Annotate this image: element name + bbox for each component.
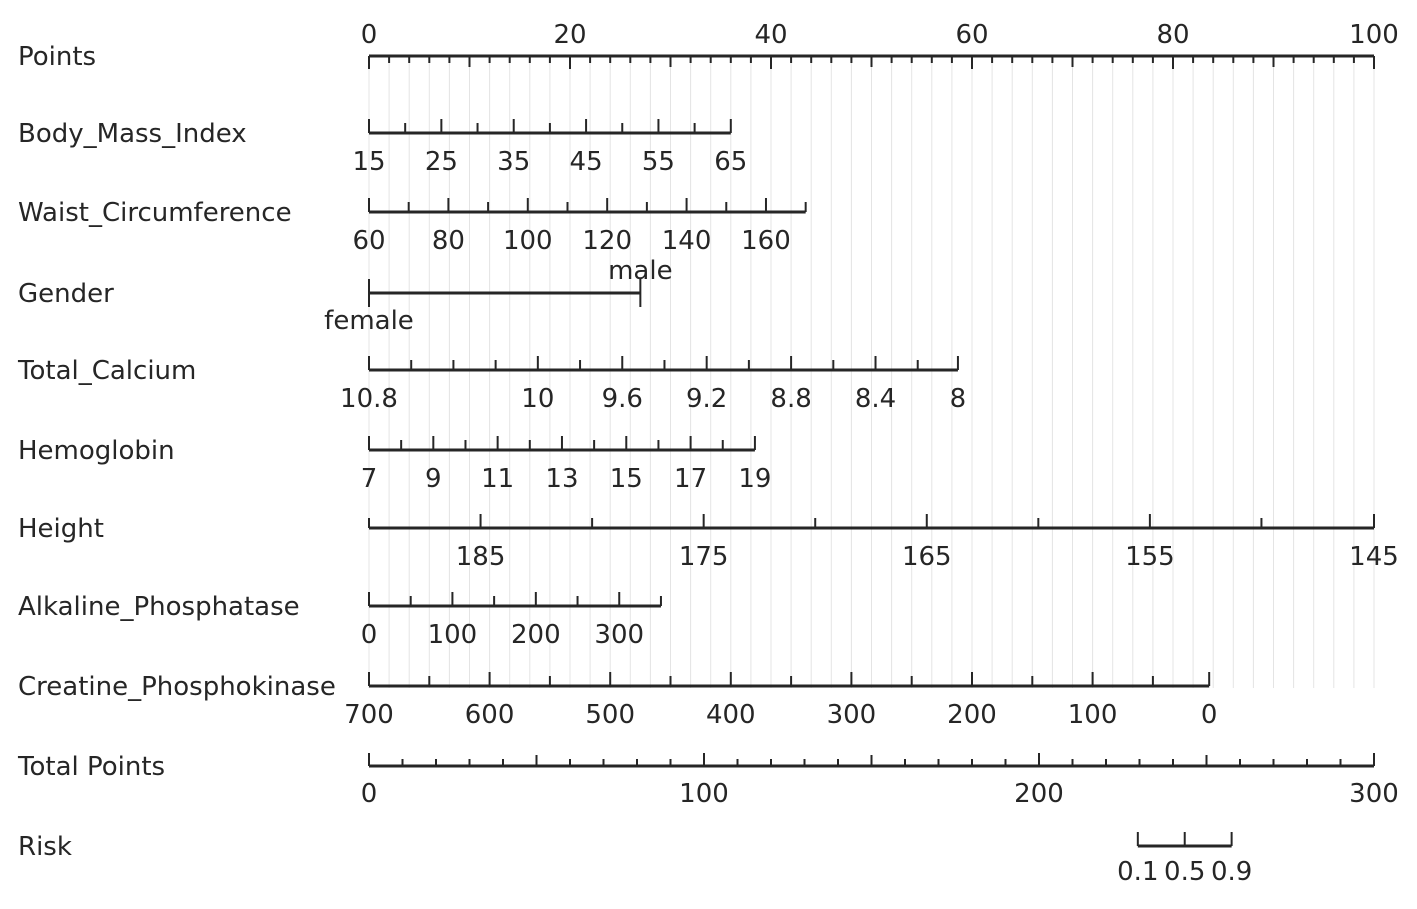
tick-label: 15 — [610, 464, 643, 494]
tick-label: 100 — [1349, 20, 1399, 50]
tick-label: 100 — [1068, 700, 1118, 730]
tick-label: 19 — [738, 464, 771, 494]
tick-label: 8.4 — [855, 384, 896, 414]
row-label-hemoglobin: Hemoglobin — [18, 436, 175, 466]
category-label: female — [324, 306, 414, 336]
row-label-risk: Risk — [18, 832, 72, 862]
tick-label: 185 — [456, 542, 506, 572]
tick-label: 100 — [679, 779, 729, 809]
row-label-total-calcium: Total_Calcium — [17, 356, 196, 386]
row-waist-circumference: Waist_Circumference 60 80 100 120 140 160 — [18, 198, 807, 256]
row-total-calcium: Total_Calcium 10.8 10 9.6 9.2 8.8 8.4 8 — [17, 356, 966, 414]
row-alkaline-phosphatase: Alkaline_Phosphatase 0 100 200 300 — [18, 592, 662, 650]
tick-label: 9.2 — [686, 384, 727, 414]
tick-label: 80 — [1156, 20, 1189, 50]
tick-label: 20 — [553, 20, 586, 50]
tick-label: 0 — [361, 20, 378, 50]
tick-label: 7 — [361, 464, 378, 494]
row-points: Points 0 20 40 60 80 100 — [18, 20, 1399, 72]
row-label-body-mass-index: Body_Mass_Index — [18, 119, 247, 149]
grid-lines — [368, 56, 1375, 688]
tick-label: 100 — [428, 620, 478, 650]
tick-label: 160 — [741, 226, 791, 256]
row-label-alkaline-phosphatase: Alkaline_Phosphatase — [18, 592, 300, 622]
tick-label: 0.1 — [1117, 857, 1158, 887]
tick-label: 65 — [714, 147, 747, 177]
tick-label: 120 — [582, 226, 632, 256]
category-label: male — [608, 256, 672, 286]
tick-label: 9 — [425, 464, 442, 494]
tick-label: 200 — [947, 700, 997, 730]
tick-label: 10 — [521, 384, 554, 414]
tick-label: 600 — [465, 700, 515, 730]
tick-label: 11 — [481, 464, 514, 494]
tick-label: 140 — [662, 226, 712, 256]
row-risk: Risk 0.1 0.5 0.9 — [18, 832, 1252, 887]
row-label-waist-circumference: Waist_Circumference — [18, 198, 292, 228]
tick-label: 200 — [511, 620, 561, 650]
tick-label: 17 — [674, 464, 707, 494]
tick-label: 0.5 — [1164, 857, 1205, 887]
tick-label: 300 — [594, 620, 644, 650]
tick-label: 45 — [570, 147, 603, 177]
tick-label: 80 — [432, 226, 465, 256]
tick-label: 300 — [827, 700, 877, 730]
row-label-gender: Gender — [18, 279, 114, 309]
tick-label: 100 — [503, 226, 553, 256]
tick-label: 400 — [706, 700, 756, 730]
tick-label: 8 — [950, 384, 967, 414]
row-height: Height 185 175 165 155 145 — [18, 514, 1399, 572]
tick-label: 145 — [1349, 542, 1399, 572]
row-creatine-phosphokinase: Creatine_Phosphokinase 700 600 500 400 300 200… — [18, 672, 1217, 730]
row-total-points: Total Points 0 100 200 300 — [17, 752, 1399, 809]
tick-label: 15 — [352, 147, 385, 177]
tick-label: 200 — [1014, 779, 1064, 809]
tick-label: 60 — [352, 226, 385, 256]
row-label-points: Points — [18, 42, 96, 72]
tick-label: 700 — [344, 700, 394, 730]
tick-label: 8.8 — [770, 384, 811, 414]
tick-label: 25 — [425, 147, 458, 177]
tick-label: 0.9 — [1211, 857, 1252, 887]
tick-label: 55 — [642, 147, 675, 177]
tick-label: 165 — [902, 542, 952, 572]
tick-label: 40 — [754, 20, 787, 50]
row-label-height: Height — [18, 514, 104, 544]
tick-label: 0 — [1201, 700, 1218, 730]
row-label-creatine-phosphokinase: Creatine_Phosphokinase — [18, 672, 336, 702]
row-gender: Gender female male — [18, 256, 673, 336]
row-label-total-points: Total Points — [17, 752, 165, 782]
row-body-mass-index: Body_Mass_Index 15 25 35 45 55 65 — [18, 119, 747, 177]
tick-label: 0 — [361, 779, 378, 809]
tick-label: 500 — [585, 700, 635, 730]
tick-label: 175 — [679, 542, 729, 572]
tick-label: 300 — [1349, 779, 1399, 809]
row-hemoglobin: Hemoglobin 7 9 11 13 15 17 19 — [18, 436, 771, 494]
tick-label: 9.6 — [602, 384, 643, 414]
tick-label: 60 — [955, 20, 988, 50]
tick-label: 10.8 — [340, 384, 398, 414]
tick-label: 13 — [545, 464, 578, 494]
tick-label: 35 — [497, 147, 530, 177]
tick-label: 155 — [1125, 542, 1175, 572]
tick-label: 0 — [361, 620, 378, 650]
